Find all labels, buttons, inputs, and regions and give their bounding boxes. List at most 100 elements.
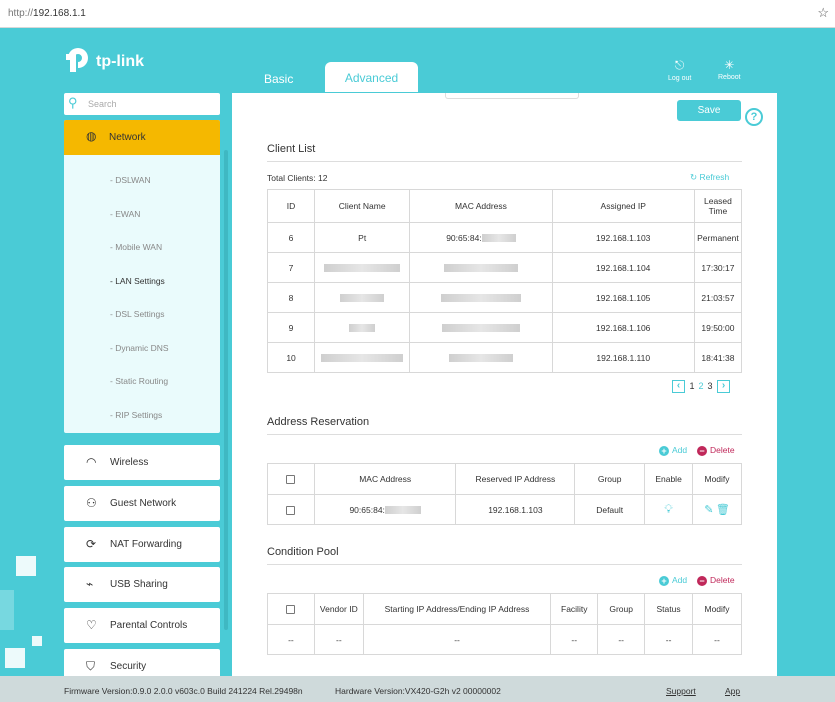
cell-client-name — [314, 282, 411, 313]
tab-basic[interactable]: Basic — [264, 72, 294, 86]
shield-icon: ⛉ — [86, 659, 96, 673]
reservation-add-button[interactable]: + Add — [659, 445, 687, 456]
sidebar-subitem-static-routing[interactable]: - Static Routing — [110, 376, 169, 386]
cell-id: 10 — [266, 342, 316, 373]
table-row: 7 192.168.1.104 17:30:17 — [266, 252, 743, 283]
cell-lease: 19:50:00 — [693, 312, 743, 343]
sidebar-scrollbar[interactable] — [224, 150, 228, 630]
cell-id: 8 — [266, 282, 316, 313]
main-panel: Save ? Client List Total Clients: 12 ↻ R… — [232, 93, 777, 676]
reboot-button[interactable]: ✳ Reboot — [718, 58, 741, 81]
pool-delete-button[interactable]: − Delete — [697, 575, 735, 586]
edit-icon[interactable]: ✎ — [704, 504, 714, 516]
sidebar-item-network[interactable]: ◍ Network — [64, 120, 220, 155]
sidebar-item-guest-network[interactable]: ⚇ Guest Network — [64, 486, 220, 521]
page-1[interactable]: 1 — [689, 380, 695, 391]
sidebar-subitem-ewan[interactable]: - EWAN — [110, 209, 141, 219]
minus-icon: − — [697, 576, 707, 586]
sidebar-subitem-dslwan[interactable]: - DSLWAN — [110, 175, 151, 185]
page-3[interactable]: 3 — [707, 380, 713, 391]
sidebar-subitem-dynamic-dns[interactable]: - Dynamic DNS — [110, 343, 169, 353]
collapsed-field — [445, 93, 579, 99]
sidebar-item-parental-controls[interactable]: ♡ Parental Controls — [64, 608, 220, 643]
redacted-text — [441, 324, 520, 333]
address-reservation-title: Address Reservation — [267, 416, 370, 428]
cell-ip: 192.168.1.106 — [551, 312, 695, 343]
reservation-delete-button[interactable]: − Delete — [697, 445, 735, 456]
row-checkbox[interactable] — [286, 505, 296, 515]
prev-page-icon[interactable]: ‹ — [672, 380, 685, 393]
tp-link-logo: tp-link — [62, 44, 162, 80]
help-icon[interactable]: ? — [745, 108, 763, 126]
app-link[interactable]: App — [725, 686, 741, 696]
cell-id: 6 — [266, 222, 316, 253]
redacted-text — [481, 234, 516, 243]
cell-empty: -- — [362, 624, 552, 655]
trash-icon[interactable]: 🗑︎ — [715, 504, 730, 516]
save-button[interactable]: Save — [677, 100, 741, 121]
footer: Firmware Version:0.9.0 2.0.0 v603c.0 Bui… — [0, 676, 835, 702]
condition-pool-table: Vendor ID Starting IP Address/Ending IP … — [267, 593, 742, 655]
column-header: Assigned IP — [551, 189, 695, 223]
cell-lease: 17:30:17 — [693, 252, 743, 283]
sidebar-item-usb-sharing[interactable]: ⌁ USB Sharing — [64, 567, 220, 602]
logout-button[interactable]: ⎋ Log out — [668, 58, 692, 82]
brand-name: tp-link — [96, 53, 144, 70]
cell-mac: 90:65:84: — [409, 222, 553, 253]
firmware-version: Firmware Version:0.9.0 2.0.0 v603c.0 Bui… — [64, 686, 303, 696]
logout-icon: ⎋ — [674, 58, 685, 72]
next-page-icon[interactable]: › — [717, 380, 731, 393]
search-input[interactable]: ⚲ Search — [64, 93, 220, 115]
redacted-text — [340, 294, 385, 303]
table-row: 8 192.168.1.105 21:03:57 — [266, 282, 743, 313]
refresh-button[interactable]: ↻ Refresh — [690, 172, 730, 182]
redacted-text — [321, 354, 404, 363]
redacted-text — [440, 294, 521, 303]
cell-reserved-ip: 192.168.1.103 — [455, 494, 576, 525]
sidebar-item-wireless[interactable]: ◠ Wireless — [64, 445, 220, 480]
redacted-text — [448, 354, 513, 363]
lightbulb-icon[interactable]: 💡︎ — [664, 502, 673, 516]
cell-modify: ✎ 🗑︎ — [692, 494, 742, 525]
globe-icon: ◍ — [86, 129, 97, 143]
guest-icon: ⚇ — [86, 496, 97, 510]
tp-link-logo-icon — [66, 48, 88, 72]
hardware-version: Hardware Version:VX420-G2h v2 00000002 — [335, 686, 501, 696]
table-header-row: ID Client Name MAC Address Assigned IP L… — [266, 189, 743, 223]
sidebar-item-nat-forwarding[interactable]: ⟳ NAT Forwarding — [64, 527, 220, 562]
column-header: MAC Address — [409, 189, 553, 223]
cell-empty: -- — [692, 624, 742, 655]
column-header: Starting IP Address/Ending IP Address — [362, 593, 552, 625]
table-header-row: Vendor ID Starting IP Address/Ending IP … — [267, 593, 742, 625]
url-text[interactable]: http://192.168.1.1 — [8, 8, 86, 19]
browser-address-bar[interactable]: http://192.168.1.1 ☆ — [0, 0, 835, 28]
column-header: Reserved IP Address — [455, 463, 576, 495]
sidebar-subitem-lan-settings[interactable]: - LAN Settings — [110, 276, 165, 286]
column-header: Group — [597, 593, 646, 625]
client-table: ID Client Name MAC Address Assigned IP L… — [266, 189, 743, 373]
sidebar-subitem-dsl-settings[interactable]: - DSL Settings — [110, 309, 165, 319]
page-2[interactable]: 2 — [698, 380, 704, 391]
table-row: 90:65:84: 192.168.1.103 Default 💡︎ ✎ 🗑︎ — [267, 494, 742, 525]
column-header: MAC Address — [313, 463, 457, 495]
cell-client-name — [314, 342, 411, 373]
heart-icon: ♡ — [86, 618, 97, 632]
bookmark-star-icon[interactable]: ☆ — [817, 5, 829, 20]
pool-add-button[interactable]: + Add — [659, 575, 687, 586]
support-link[interactable]: Support — [666, 686, 696, 696]
nat-icon: ⟳ — [86, 537, 97, 551]
sidebar-subitem-mobile-wan[interactable]: - Mobile WAN — [110, 242, 163, 252]
client-list-title: Client List — [267, 143, 316, 155]
usb-icon: ⌁ — [86, 577, 94, 591]
minus-icon: − — [697, 446, 707, 456]
decorative-shape — [32, 636, 42, 646]
sidebar-subitem-rip-settings[interactable]: - RIP Settings — [110, 410, 163, 420]
cell-enable: 💡︎ — [644, 494, 694, 525]
select-all-checkbox[interactable] — [286, 475, 296, 485]
cell-empty: -- — [644, 624, 694, 655]
tab-advanced[interactable]: Advanced — [325, 62, 418, 92]
select-all-checkbox[interactable] — [286, 605, 296, 615]
divider — [267, 161, 742, 162]
cell-empty: -- — [313, 624, 364, 655]
cell-empty: -- — [597, 624, 646, 655]
